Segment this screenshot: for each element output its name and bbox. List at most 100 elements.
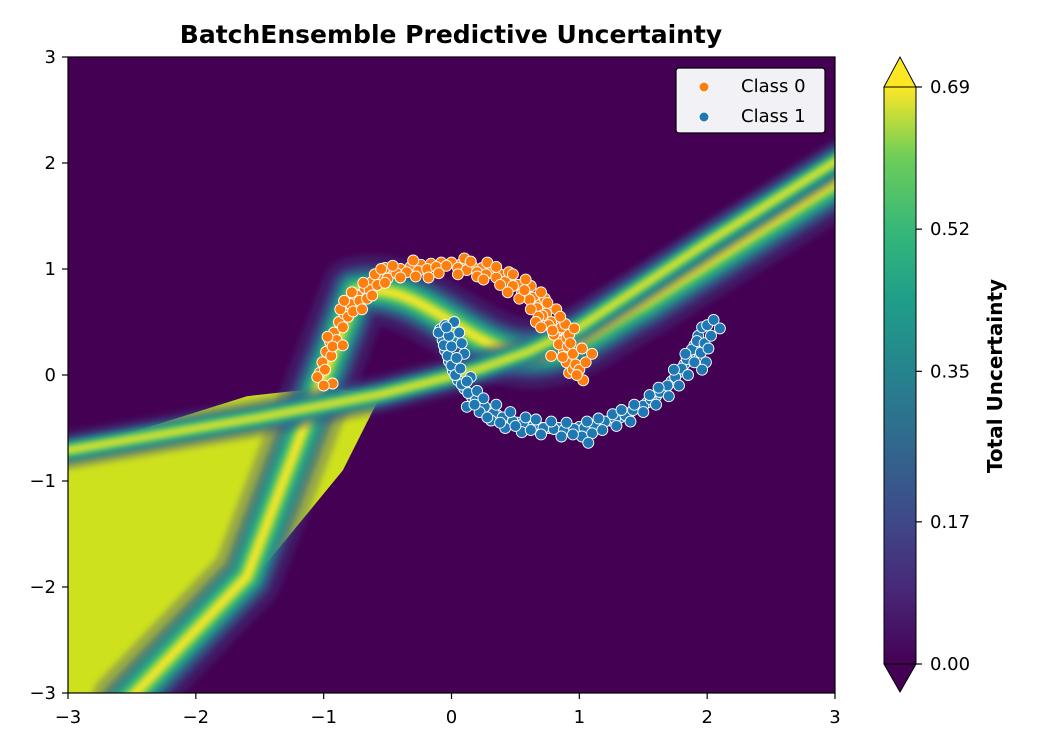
point-class-1	[509, 419, 522, 432]
legend-box	[675, 67, 826, 134]
x-tick-label: −2	[183, 707, 210, 728]
point-class-1	[460, 375, 473, 388]
point-class-1	[652, 381, 665, 394]
colorbar-tick-label: 0.00	[930, 654, 970, 675]
point-class-1	[581, 415, 593, 428]
point-class-0	[432, 267, 445, 280]
point-class-0	[554, 310, 567, 323]
point-class-1	[702, 342, 715, 355]
point-class-1	[481, 411, 494, 424]
point-class-0	[407, 254, 420, 267]
point-class-0	[490, 260, 503, 273]
point-class-0	[317, 379, 330, 392]
y-axis: −3 −2 −1 0 1 2 3	[29, 47, 68, 704]
point-class-1	[468, 398, 481, 411]
point-class-1	[494, 416, 507, 429]
point-class-1	[624, 415, 637, 428]
point-class-0	[570, 369, 583, 381]
point-class-0	[524, 303, 537, 316]
y-tick-label: 2	[45, 153, 56, 174]
point-class-0	[501, 286, 514, 299]
point-class-0	[564, 337, 577, 350]
point-class-1	[582, 436, 595, 449]
point-class-1	[682, 369, 694, 381]
point-class-0	[477, 273, 490, 286]
point-class-1	[673, 379, 685, 392]
point-class-1	[566, 428, 579, 441]
point-class-0	[311, 371, 324, 384]
plot-area	[68, 57, 835, 693]
point-class-0	[356, 303, 368, 316]
colorbar-body	[883, 86, 917, 665]
y-tick-label: 0	[45, 365, 56, 386]
point-class-1	[707, 313, 720, 326]
point-class-0	[451, 268, 464, 281]
legend-label-class-1: Class 1	[741, 106, 806, 127]
point-class-1	[696, 363, 709, 376]
point-class-0	[409, 270, 422, 283]
point-class-1	[643, 389, 656, 402]
point-class-0	[338, 294, 351, 307]
colorbar-extend-bottom	[883, 663, 917, 694]
point-class-0	[336, 321, 349, 334]
point-class-1	[637, 406, 650, 419]
point-class-1	[596, 424, 609, 437]
point-class-0	[422, 271, 435, 284]
point-class-1	[445, 340, 458, 353]
point-class-1	[650, 398, 662, 411]
point-class-0	[586, 347, 599, 360]
y-tick-label: −2	[29, 577, 56, 598]
point-class-1	[662, 390, 675, 403]
point-class-0	[394, 271, 407, 284]
x-tick-label: 1	[574, 707, 585, 728]
point-class-1	[454, 362, 467, 375]
legend-marker-class-0	[698, 81, 710, 93]
point-class-0	[518, 284, 531, 297]
scatter-points-layer	[311, 252, 726, 449]
point-class-0	[546, 324, 559, 337]
point-class-1	[524, 424, 537, 437]
colorbar-tick-label: 0.52	[930, 219, 970, 240]
point-class-1	[455, 337, 468, 350]
point-class-0	[345, 286, 358, 299]
colorbar-ticks: 0.00 0.17 0.35 0.52 0.69	[916, 77, 970, 675]
point-class-1	[628, 398, 641, 411]
point-class-0	[541, 296, 554, 309]
y-tick-label: −3	[29, 683, 56, 704]
point-class-1	[450, 352, 463, 364]
point-class-1	[679, 347, 692, 360]
colorbar: 0.00 0.17 0.35 0.52 0.69 Total Uncertainty	[883, 55, 1007, 694]
point-class-1	[688, 356, 701, 369]
chart-title: BatchEnsemble Predictive Uncertainty	[180, 20, 722, 49]
contour-band-secondary-5	[68, 159, 835, 453]
point-class-0	[321, 330, 334, 343]
point-class-0	[535, 321, 547, 334]
point-class-0	[519, 273, 532, 286]
x-tick-label: −1	[310, 707, 337, 728]
colorbar-tick-label: 0.69	[930, 77, 970, 98]
point-class-1	[490, 398, 503, 411]
point-class-0	[464, 255, 477, 268]
x-tick-label: 2	[701, 707, 712, 728]
x-tick-label: −3	[55, 707, 82, 728]
point-class-0	[366, 289, 379, 302]
y-tick-label: −1	[29, 471, 56, 492]
point-class-1	[519, 411, 532, 424]
point-class-1	[560, 416, 573, 429]
uncertainty-contour-layer	[68, 139, 835, 693]
point-class-0	[575, 342, 588, 355]
x-tick-label: 0	[446, 707, 457, 728]
point-class-0	[579, 356, 592, 369]
point-class-0	[357, 276, 370, 289]
colorbar-tick-label: 0.35	[930, 361, 970, 382]
point-class-1	[529, 413, 542, 426]
point-class-0	[556, 351, 569, 363]
point-class-0	[386, 259, 399, 272]
point-class-1	[545, 415, 558, 428]
point-class-1	[592, 412, 605, 425]
point-class-0	[494, 278, 507, 291]
point-class-1	[610, 419, 623, 432]
point-class-0	[318, 363, 331, 376]
point-class-1	[453, 326, 466, 339]
point-class-1	[535, 428, 547, 441]
